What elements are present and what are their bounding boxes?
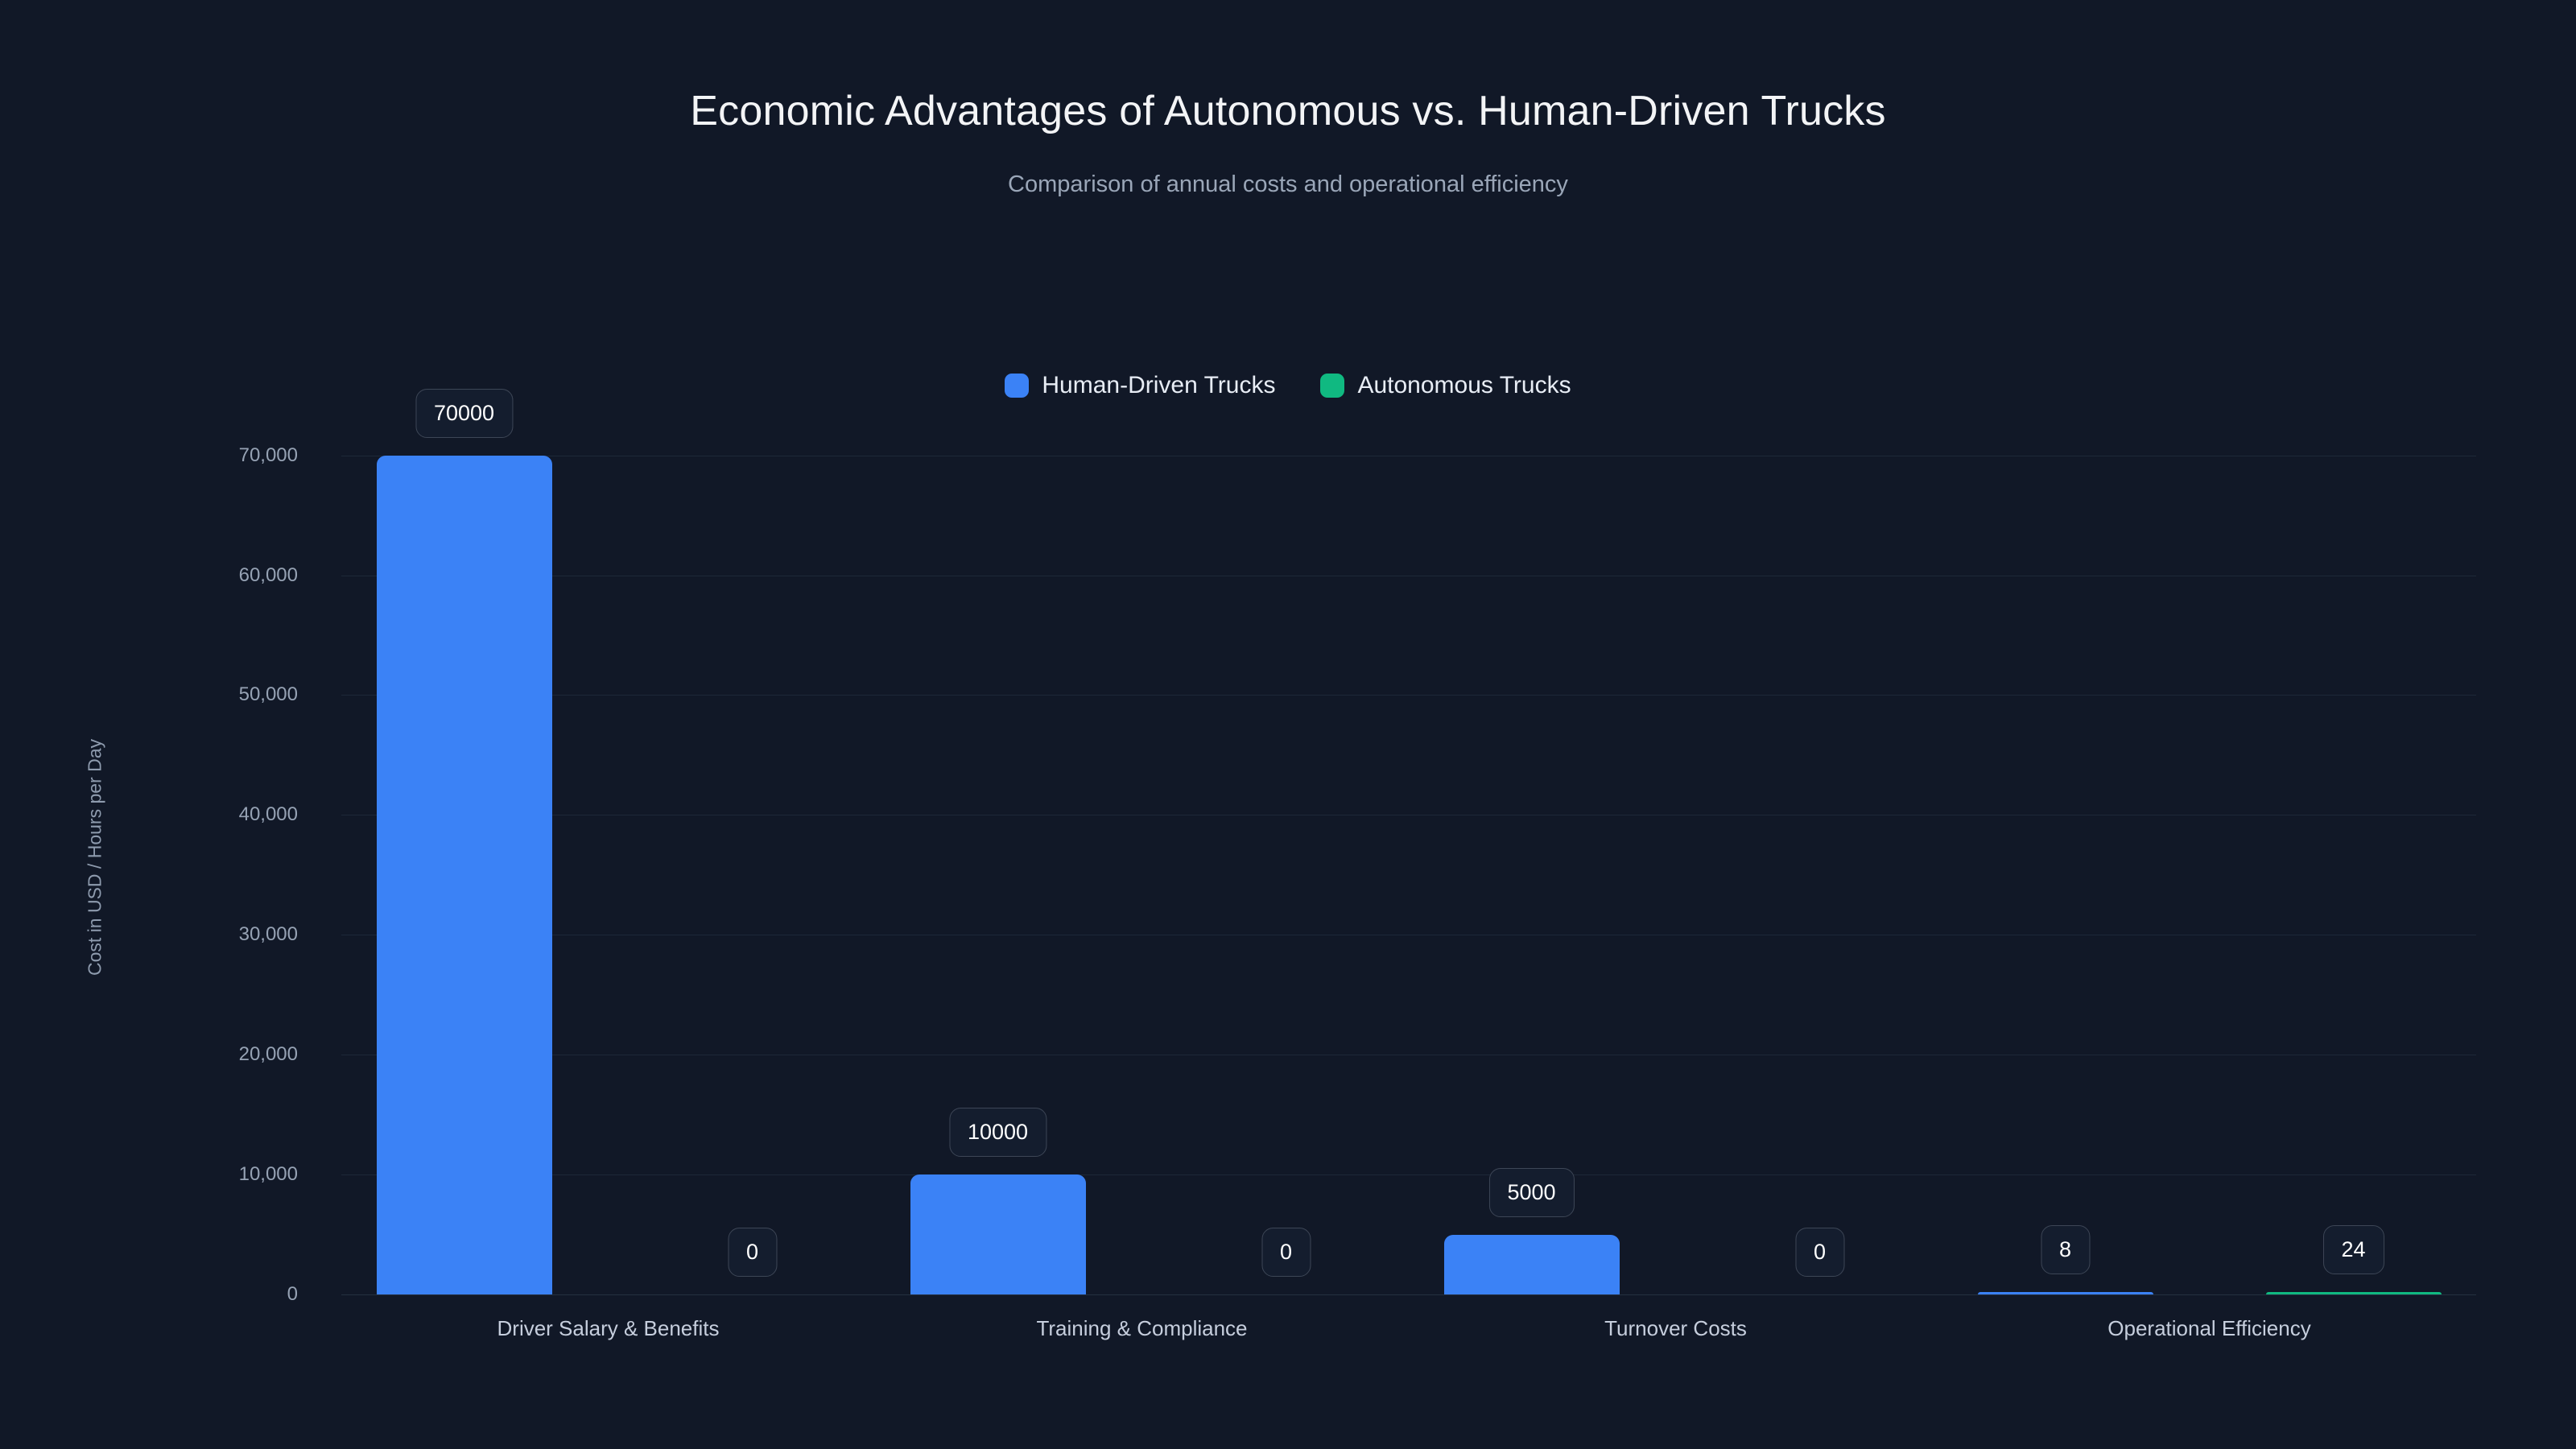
- y-tick-label: 60,000: [238, 564, 298, 586]
- y-tick-label: 0: [287, 1283, 298, 1305]
- bar-value-label: 10000: [948, 1108, 1047, 1158]
- gridline: [341, 695, 2476, 696]
- bar[interactable]: [1977, 1292, 2153, 1294]
- bar-value-label: 0: [1261, 1228, 1311, 1277]
- y-tick-label: 70,000: [238, 444, 298, 466]
- bar-value-label: 24: [2322, 1225, 2384, 1274]
- legend-item-autonomous[interactable]: Autonomous Trucks: [1320, 372, 1571, 399]
- bar-value-label: 8: [2040, 1225, 2091, 1274]
- y-axis-tick-labels: 0 10,000 20,000 30,000 40,000 50,000 60,000 70,…: [0, 419, 322, 1305]
- bar[interactable]: [1443, 1234, 1620, 1294]
- legend-label: Human-Driven Trucks: [1042, 372, 1276, 398]
- legend-swatch-icon: [1005, 374, 1030, 398]
- y-tick-label: 10,000: [238, 1163, 298, 1186]
- bar[interactable]: [2265, 1292, 2442, 1294]
- legend-swatch-icon: [1320, 374, 1345, 398]
- chart-legend: Human-Driven Trucks Autonomous Trucks: [0, 372, 2576, 399]
- legend-item-human-driven[interactable]: Human-Driven Trucks: [1005, 372, 1275, 399]
- legend-label: Autonomous Trucks: [1357, 372, 1571, 398]
- bar-value-label: 5000: [1488, 1167, 1575, 1217]
- chart-header: Economic Advantages of Autonomous vs. Hu…: [0, 0, 2576, 198]
- plot-area: 70000 0 10000 0 5000 0 8 24: [341, 388, 2476, 1295]
- bar-value-label: 0: [727, 1228, 778, 1277]
- y-tick-label: 30,000: [238, 923, 298, 946]
- y-tick-label: 50,000: [238, 683, 298, 706]
- y-axis-title: Cost in USD / Hours per Day: [84, 739, 105, 976]
- chart-subtitle: Comparison of annual costs and operation…: [1008, 171, 1568, 198]
- gridline: [341, 1174, 2476, 1176]
- x-tick-label: Driver Salary & Benefits: [497, 1316, 720, 1340]
- axis-baseline: [341, 1294, 2476, 1295]
- x-tick-label: Turnover Costs: [1604, 1316, 1747, 1340]
- x-axis-tick-labels: Driver Salary & Benefits Training & Compl…: [341, 1316, 2476, 1356]
- x-tick-label: Training & Compliance: [1036, 1316, 1248, 1340]
- x-tick-label: Operational Efficiency: [2107, 1316, 2311, 1340]
- bar-value-label: 0: [1794, 1228, 1845, 1277]
- bar[interactable]: [376, 455, 552, 1294]
- y-tick-label: 40,000: [238, 803, 298, 826]
- bar-value-label: 70000: [415, 388, 514, 438]
- bar[interactable]: [910, 1174, 1086, 1294]
- y-tick-label: 20,000: [238, 1043, 298, 1066]
- chart-title: Economic Advantages of Autonomous vs. Hu…: [690, 88, 1886, 134]
